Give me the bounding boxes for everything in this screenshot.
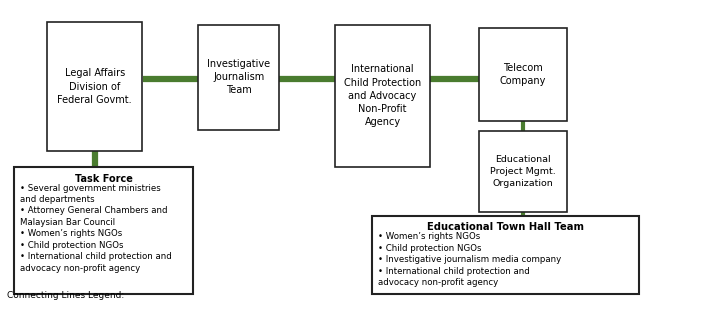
Text: • Women’s rights NGOs
• Child protection NGOs
• Investigative journalism media c: • Women’s rights NGOs • Child protection… — [378, 232, 561, 287]
Text: Educational
Project Mgmt.
Organization: Educational Project Mgmt. Organization — [490, 155, 556, 188]
FancyBboxPatch shape — [479, 131, 567, 212]
FancyBboxPatch shape — [199, 25, 279, 130]
Text: • Several government ministries
and departments
• Attorney General Chambers and
: • Several government ministries and depa… — [20, 184, 172, 273]
FancyBboxPatch shape — [336, 25, 430, 167]
Text: Connecting Lines Legend:: Connecting Lines Legend: — [7, 291, 124, 300]
Text: Educational Town Hall Team: Educational Town Hall Team — [427, 222, 584, 232]
Text: Telecom
Company: Telecom Company — [500, 62, 546, 86]
FancyBboxPatch shape — [479, 28, 567, 121]
Text: Investigative
Journalism
Team: Investigative Journalism Team — [207, 59, 270, 95]
Text: Legal Affairs
Division of
Federal Govmt.: Legal Affairs Division of Federal Govmt. — [58, 68, 132, 105]
FancyBboxPatch shape — [14, 167, 193, 294]
FancyBboxPatch shape — [48, 22, 142, 151]
Text: Task Force: Task Force — [75, 174, 133, 184]
Text: International
Child Protection
and Advocacy
Non-Profit
Agency: International Child Protection and Advoc… — [344, 64, 421, 127]
FancyBboxPatch shape — [372, 216, 639, 294]
